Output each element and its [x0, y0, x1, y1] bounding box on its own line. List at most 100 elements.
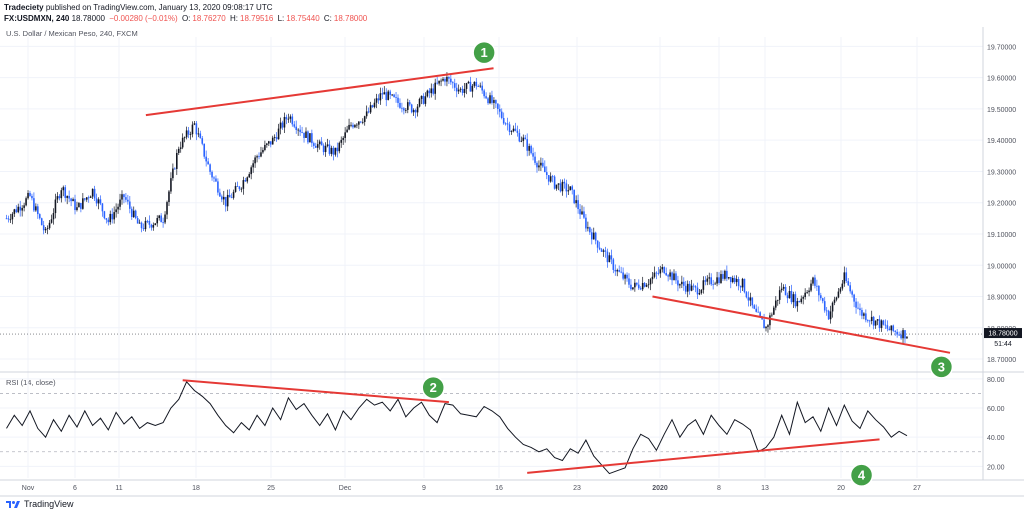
candle-body	[825, 310, 828, 312]
candle-body	[138, 222, 141, 224]
candle-body	[776, 299, 779, 301]
candle-body	[268, 141, 270, 144]
candle-body	[641, 282, 644, 290]
number-marker-label: 1	[481, 45, 488, 60]
candle-body	[628, 278, 630, 285]
candle-body	[598, 247, 601, 250]
candle-body	[119, 199, 121, 207]
candle-body	[289, 116, 292, 119]
candle-body	[74, 199, 76, 211]
candle-body	[207, 161, 209, 165]
candle-body	[410, 104, 413, 113]
candle-body	[38, 214, 41, 219]
candle-body	[403, 108, 405, 111]
candle-body	[835, 297, 838, 300]
candle-body	[230, 197, 233, 199]
candle-body	[802, 297, 805, 299]
time-tick-label: 11	[115, 485, 122, 492]
candle-body	[861, 310, 863, 316]
candle-body	[363, 116, 366, 122]
number-marker-label: 3	[938, 359, 945, 374]
candle-body	[438, 80, 440, 84]
candle-body	[375, 98, 378, 103]
price-tick-label: 19.70000	[987, 44, 1016, 51]
candle-body	[620, 271, 622, 273]
candle-body	[485, 96, 487, 99]
candle-body	[91, 188, 94, 197]
candle-body	[152, 224, 155, 228]
candle-body	[181, 137, 184, 148]
candle-body	[606, 251, 609, 263]
candle-body	[681, 281, 683, 285]
candle-body	[283, 116, 286, 128]
candle-body	[847, 281, 850, 286]
close-value: 18.78000	[333, 14, 368, 23]
time-axis: Nov 6 11 18 25 Dec 9 16 23 2020 8 13 20 27	[22, 485, 921, 492]
candle-body	[759, 312, 761, 317]
candle-body	[50, 219, 53, 223]
candle-body	[792, 294, 795, 303]
candle-body	[226, 194, 229, 207]
footer-brand[interactable]: TradingView	[6, 499, 74, 509]
candle-body	[489, 95, 491, 104]
candle-body	[393, 94, 395, 98]
candle-body	[865, 313, 867, 321]
candle-body	[350, 124, 352, 126]
candle-body	[444, 78, 446, 82]
candle-body	[698, 292, 701, 295]
time-tick-label: 16	[495, 485, 503, 492]
candle-body	[692, 285, 695, 287]
candle-body	[808, 290, 810, 293]
candle-body	[342, 137, 344, 140]
candle-body	[547, 175, 550, 182]
candle-body	[105, 218, 108, 220]
candle-body	[46, 228, 49, 230]
candle-body	[608, 255, 611, 263]
time-tick-label: 13	[761, 485, 769, 492]
candle-body	[238, 186, 241, 190]
candle-body	[97, 199, 100, 204]
candle-body	[684, 285, 687, 292]
candle-body	[569, 186, 572, 191]
rsi-pane-title[interactable]: RSI (14, close)	[6, 378, 56, 387]
candle-body	[626, 274, 628, 279]
candle-body	[360, 121, 362, 123]
candle-body	[338, 142, 341, 152]
candle-body	[567, 190, 570, 192]
candle-body	[622, 272, 624, 279]
time-tick-label: 8	[717, 485, 721, 492]
candle-body	[774, 300, 777, 308]
candle-body	[324, 145, 327, 153]
last-price: 18.78000	[71, 14, 105, 23]
candle-body	[264, 144, 266, 150]
footer-brand-label: TradingView	[24, 499, 74, 509]
publisher-name[interactable]: Tradeciety	[4, 3, 44, 12]
candle-body	[48, 222, 51, 229]
candle-body	[95, 198, 98, 204]
candle-body	[636, 282, 638, 285]
candle-body	[810, 283, 812, 291]
candle-body	[612, 259, 615, 270]
candle-body	[465, 83, 468, 89]
candle-body	[354, 125, 356, 128]
candle-body	[481, 85, 483, 91]
price-badge-bg	[984, 328, 1022, 339]
candle-body	[624, 274, 626, 279]
candle-body	[361, 121, 364, 123]
candle-body	[581, 211, 583, 215]
candle-body	[643, 282, 646, 287]
candle-body	[369, 105, 372, 113]
candle-body	[512, 128, 515, 132]
candle-body	[82, 198, 84, 209]
candle-body	[72, 199, 74, 202]
rsi-tick-label: 80.00	[987, 377, 1005, 384]
candle-body	[320, 141, 323, 146]
candle-body	[461, 88, 464, 93]
tradingview-logo-icon	[6, 500, 20, 508]
candle-body	[798, 301, 801, 303]
price-tick-label: 18.70000	[987, 357, 1016, 364]
candle-body	[11, 213, 14, 220]
candle-body	[592, 232, 595, 240]
candle-body	[56, 196, 59, 200]
